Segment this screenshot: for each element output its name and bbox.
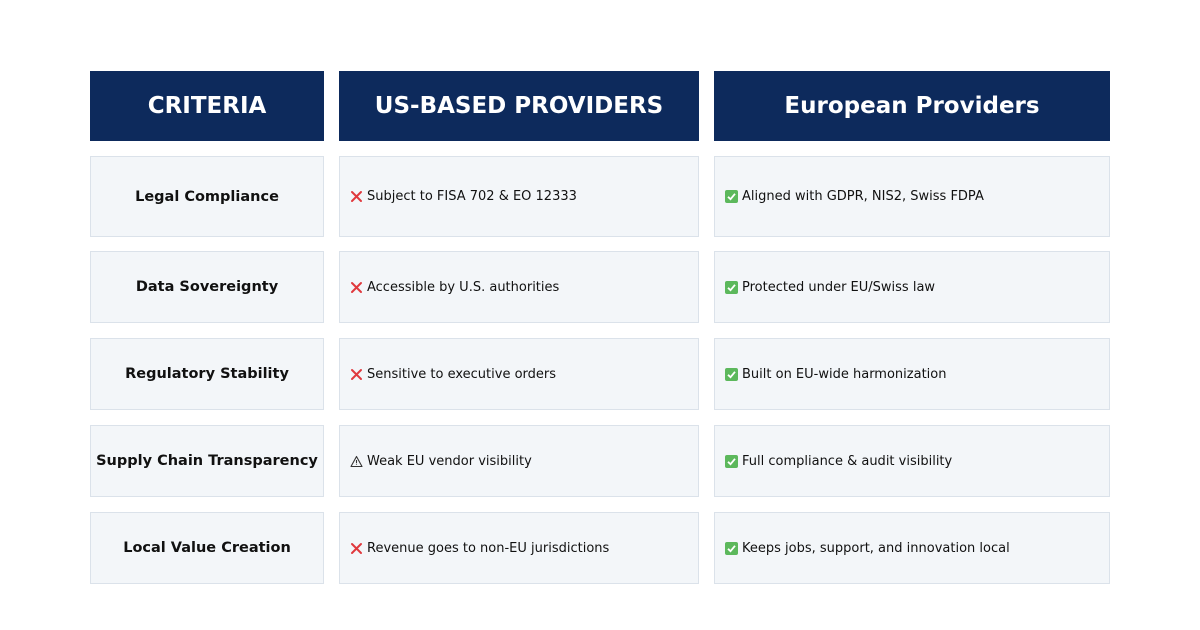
cell: Subject to FISA 702 & EO 12333 [339, 156, 699, 237]
check-icon [725, 367, 738, 381]
cell-text: Protected under EU/Swiss law [742, 279, 936, 295]
cell: Protected under EU/Swiss law [714, 251, 1110, 323]
column-header: US-BASED PROVIDERS [339, 71, 699, 141]
cell: Aligned with GDPR, NIS2, Swiss FDPA [714, 156, 1110, 237]
cell: Revenue goes to non-EU jurisdictions [339, 512, 699, 584]
cell-text: Keeps jobs, support, and innovation loca… [742, 540, 1010, 556]
check-icon [725, 454, 738, 468]
row-label: Regulatory Stability [90, 338, 324, 410]
row-label: Supply Chain Transparency [90, 425, 324, 497]
cell: Sensitive to executive orders [339, 338, 699, 410]
cell-text: Built on EU-wide harmonization [742, 366, 947, 382]
cell-text: Accessible by U.S. authorities [367, 279, 560, 295]
column-header: CRITERIA [90, 71, 324, 141]
cell-text: Revenue goes to non-EU jurisdictions [367, 540, 610, 556]
cell: Accessible by U.S. authorities [339, 251, 699, 323]
label-text: Local Value Creation [123, 540, 291, 556]
cross-icon [351, 191, 362, 202]
cell-text: Sensitive to executive orders [367, 366, 557, 382]
cell-text: Full compliance & audit visibility [742, 453, 953, 469]
cross-icon [351, 281, 362, 293]
cell: Weak EU vendor visibility [339, 425, 699, 497]
label-text: Legal Compliance [135, 188, 279, 205]
row-label: Local Value Creation [90, 512, 324, 584]
label-text: Regulatory Stability [125, 366, 289, 382]
label-text: Data Sovereignty [135, 279, 279, 295]
cell: Built on EU-wide harmonization [714, 338, 1110, 410]
label-text: Supply Chain Transparency [96, 453, 318, 469]
check-icon [725, 190, 738, 203]
cross-icon [351, 542, 362, 554]
cross-icon [351, 368, 362, 380]
row-label: Legal Compliance [90, 156, 324, 237]
check-icon [725, 541, 738, 555]
cell-text: Weak EU vendor visibility [367, 453, 532, 469]
cell: Full compliance & audit visibility [714, 425, 1110, 497]
cell-text: Subject to FISA 702 & EO 12333 [367, 189, 577, 204]
column-header: European Providers [714, 71, 1110, 141]
cell: Keeps jobs, support, and innovation loca… [714, 512, 1110, 584]
warning-icon [350, 455, 363, 467]
cell-text: Aligned with GDPR, NIS2, Swiss FDPA [742, 189, 984, 204]
row-label: Data Sovereignty [90, 251, 324, 323]
check-icon [725, 280, 738, 294]
